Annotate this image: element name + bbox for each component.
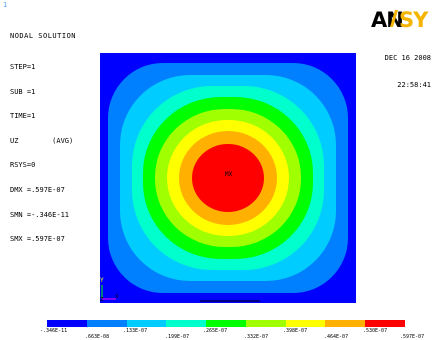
svg-text:SYS: SYS xyxy=(399,8,429,30)
info-smx: SMX =.597E-07 xyxy=(10,235,65,244)
axis-z-label: Z xyxy=(100,297,104,301)
axis-triad: Y xyxy=(100,277,104,284)
contour-svg xyxy=(100,53,356,303)
info-time: TIME=1 xyxy=(10,112,36,121)
time-label: 22:58:41 xyxy=(397,81,431,89)
axis-triad-icon: Z X xyxy=(100,285,119,301)
info-uz: UZ (AVG) xyxy=(10,136,74,145)
info-sub: SUB =1 xyxy=(10,87,36,96)
legend-segment-6 xyxy=(245,320,286,327)
window-number: 1 xyxy=(3,1,8,9)
info-step: STEP=1 xyxy=(10,63,36,72)
legend-segment-3 xyxy=(126,320,167,327)
legend-segment-2 xyxy=(86,320,127,327)
legend-label-top-3: .265E-07 xyxy=(203,328,228,334)
ansys-logo: AN SYS xyxy=(371,8,429,30)
max-marker: MX xyxy=(225,171,233,178)
legend-label-top-1: -.346E-11 xyxy=(40,328,68,334)
info-dmx: DMX =.597E-07 xyxy=(10,186,65,195)
axis-y-label: Y xyxy=(100,277,104,284)
legend-segment-7 xyxy=(285,320,326,327)
legend-segment-8 xyxy=(325,320,366,327)
solution-info: NODAL SOLUTION STEP=1 SUB =1 TIME=1 UZ (… xyxy=(10,16,76,252)
contour-plot[interactable] xyxy=(100,53,356,303)
legend-label-bottom-2: .199E-07 xyxy=(165,334,190,340)
legend-label-bottom-5: .597E-07 xyxy=(400,334,425,340)
legend-label-bottom-3: .332E-07 xyxy=(244,334,269,340)
info-smn: SMN =-.346E-11 xyxy=(10,210,70,219)
solution-title: NODAL SOLUTION xyxy=(10,32,77,41)
legend-segment-4 xyxy=(166,320,207,327)
axis-x-label: X xyxy=(115,294,119,300)
legend-label-top-4: .398E-07 xyxy=(283,328,308,334)
legend-label-bottom-1: .663E-08 xyxy=(85,334,110,340)
legend-segment-1 xyxy=(47,320,87,327)
legend-colorbar xyxy=(47,320,406,327)
legend-label-top-2: .133E-07 xyxy=(123,328,148,334)
timestamp: DEC 16 2008 22:58:41 xyxy=(385,36,431,99)
legend-segment-9 xyxy=(365,320,406,327)
legend-label-top-5: .530E-07 xyxy=(363,328,388,334)
info-rsys: RSYS=0 xyxy=(10,161,36,170)
legend-segment-5 xyxy=(206,320,246,327)
contour-band-9 xyxy=(192,144,264,212)
date-label: DEC 16 2008 xyxy=(384,54,431,62)
legend-label-bottom-4: .464E-07 xyxy=(324,334,349,340)
